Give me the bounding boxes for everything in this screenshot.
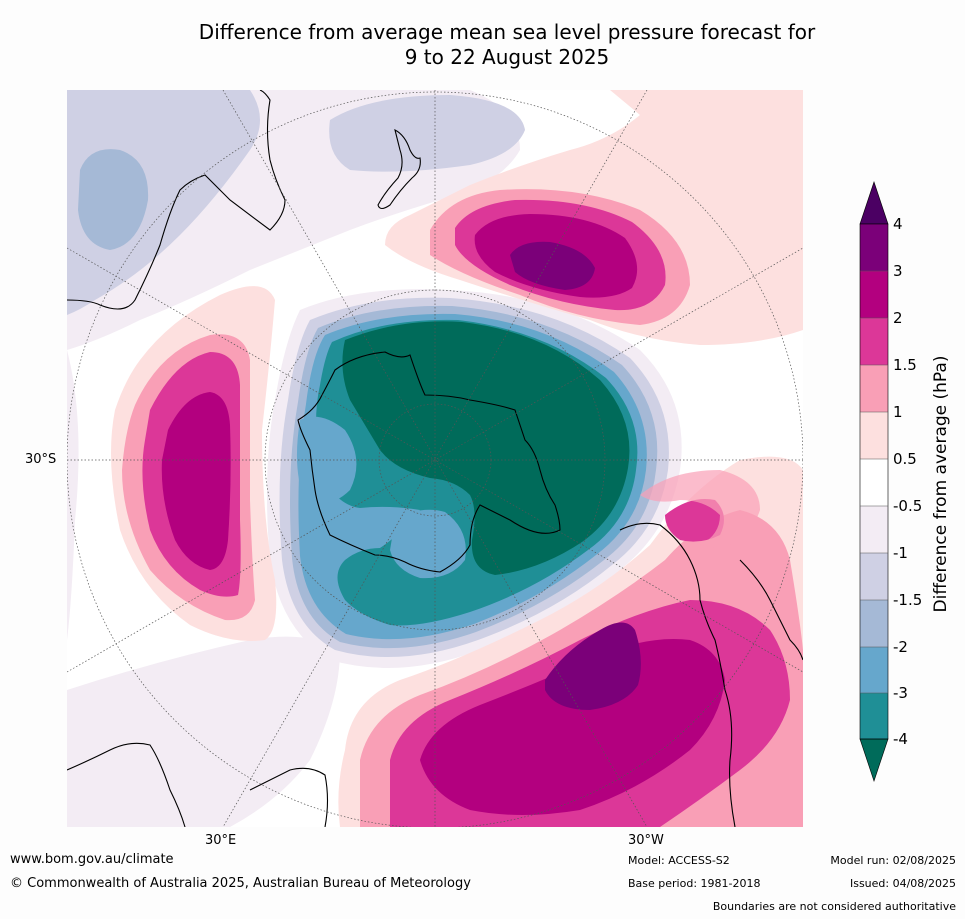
colorbar-tick-neg3: -3 <box>893 684 908 702</box>
anomaly-region-pos3-ne <box>510 241 595 290</box>
footer-website: www.bom.gov.au/climate <box>10 852 174 867</box>
colorbar-tick-neg1.5: -1.5 <box>893 591 923 609</box>
coastlines <box>67 90 803 827</box>
colorbar-swatch-neg3-neg4 <box>860 693 888 739</box>
anomaly-region-neg4-antarctic <box>342 321 630 575</box>
colorbar-swatch-3-4 <box>860 224 888 271</box>
anomaly-region-neg0.5-west-strip <box>67 350 79 640</box>
longitude-label-30e: 30°E <box>205 833 237 848</box>
footer-model-run: Model run: 02/08/2025 <box>830 854 956 867</box>
colorbar-tick-0.5: 0.5 <box>893 450 917 468</box>
colorbar-tick-neg0.5: -0.5 <box>893 497 923 515</box>
colorbar-swatch-neg0.5-neg1 <box>860 506 888 553</box>
anomaly-region-neg1-nz <box>329 95 525 172</box>
colorbar-tick-neg2: -2 <box>893 638 908 656</box>
anomaly-region-pos2-west <box>161 392 231 570</box>
colorbar <box>855 180 935 790</box>
colorbar-swatch-1.5-2 <box>860 318 888 365</box>
colorbar-swatch-neg1.5-neg2 <box>860 600 888 647</box>
longitude-label-30w: 30°W <box>628 833 664 848</box>
colorbar-swatch-neutral <box>860 459 888 506</box>
graticule <box>67 90 803 827</box>
graticule-meridian-30w <box>67 247 803 673</box>
title-line-2: 9 to 22 August 2025 <box>404 45 610 69</box>
colorbar-swatch-0.5-1 <box>860 412 888 459</box>
footer-base-period: Base period: 1981-2018 <box>628 877 761 890</box>
colorbar-swatch-1-1.5 <box>860 365 888 412</box>
coastline-africa <box>67 742 186 827</box>
anomaly-region-pos1.5-sa <box>665 499 724 542</box>
pressure-anomaly-map <box>67 90 803 827</box>
colorbar-swatch-2-3 <box>860 271 888 318</box>
anomaly-region-pos1-sa <box>640 470 760 548</box>
anomaly-region-neg2-patch-2 <box>390 509 466 579</box>
colorbar-tick-neg4: -4 <box>893 730 908 748</box>
colorbar-swatch-neg1-neg1.5 <box>860 553 888 600</box>
anomaly-region-pos3-se <box>545 622 641 710</box>
footer-copyright: © Commonwealth of Australia 2025, Austra… <box>10 876 471 891</box>
map-canvas <box>67 90 803 827</box>
coastline-madagascar <box>249 767 329 827</box>
map-title: Difference from average mean sea level p… <box>0 20 965 70</box>
colorbar-extend-top <box>859 181 889 225</box>
latitude-label-30s: 30°S <box>25 452 57 467</box>
colorbar-tick-1.5: 1.5 <box>893 356 917 374</box>
graticule-ring-30s <box>67 91 803 827</box>
coastline-new-zealand <box>377 128 421 210</box>
anomaly-region-neg1-nw <box>67 90 260 315</box>
colorbar-extend-bottom <box>859 738 889 782</box>
anomaly-region-neg1.5-nw <box>78 149 149 250</box>
coastline-antarctica <box>297 351 561 573</box>
colorbar-tick-1: 1 <box>893 403 903 421</box>
colorbar-dividers <box>860 270 888 694</box>
colorbar-svg <box>859 181 889 782</box>
colorbar-tick-2: 2 <box>893 309 903 327</box>
footer-model: Model: ACCESS-S2 <box>628 854 730 867</box>
title-line-1: Difference from average mean sea level p… <box>198 20 816 44</box>
coastline-south-america-east <box>739 559 803 661</box>
colorbar-tick-3: 3 <box>893 262 903 280</box>
coastline-south-america <box>619 522 736 827</box>
footer-boundaries-note: Boundaries are not considered authoritat… <box>712 900 956 913</box>
colorbar-tick-neg1: -1 <box>893 544 908 562</box>
colorbar-swatch-neg2-neg3 <box>860 647 888 693</box>
coastline-australia <box>67 90 286 310</box>
anomaly-region-pos2-se <box>420 639 725 815</box>
colorbar-outline <box>859 223 889 740</box>
colorbar-tick-4: 4 <box>893 215 903 233</box>
footer-issued: Issued: 04/08/2025 <box>849 877 956 890</box>
